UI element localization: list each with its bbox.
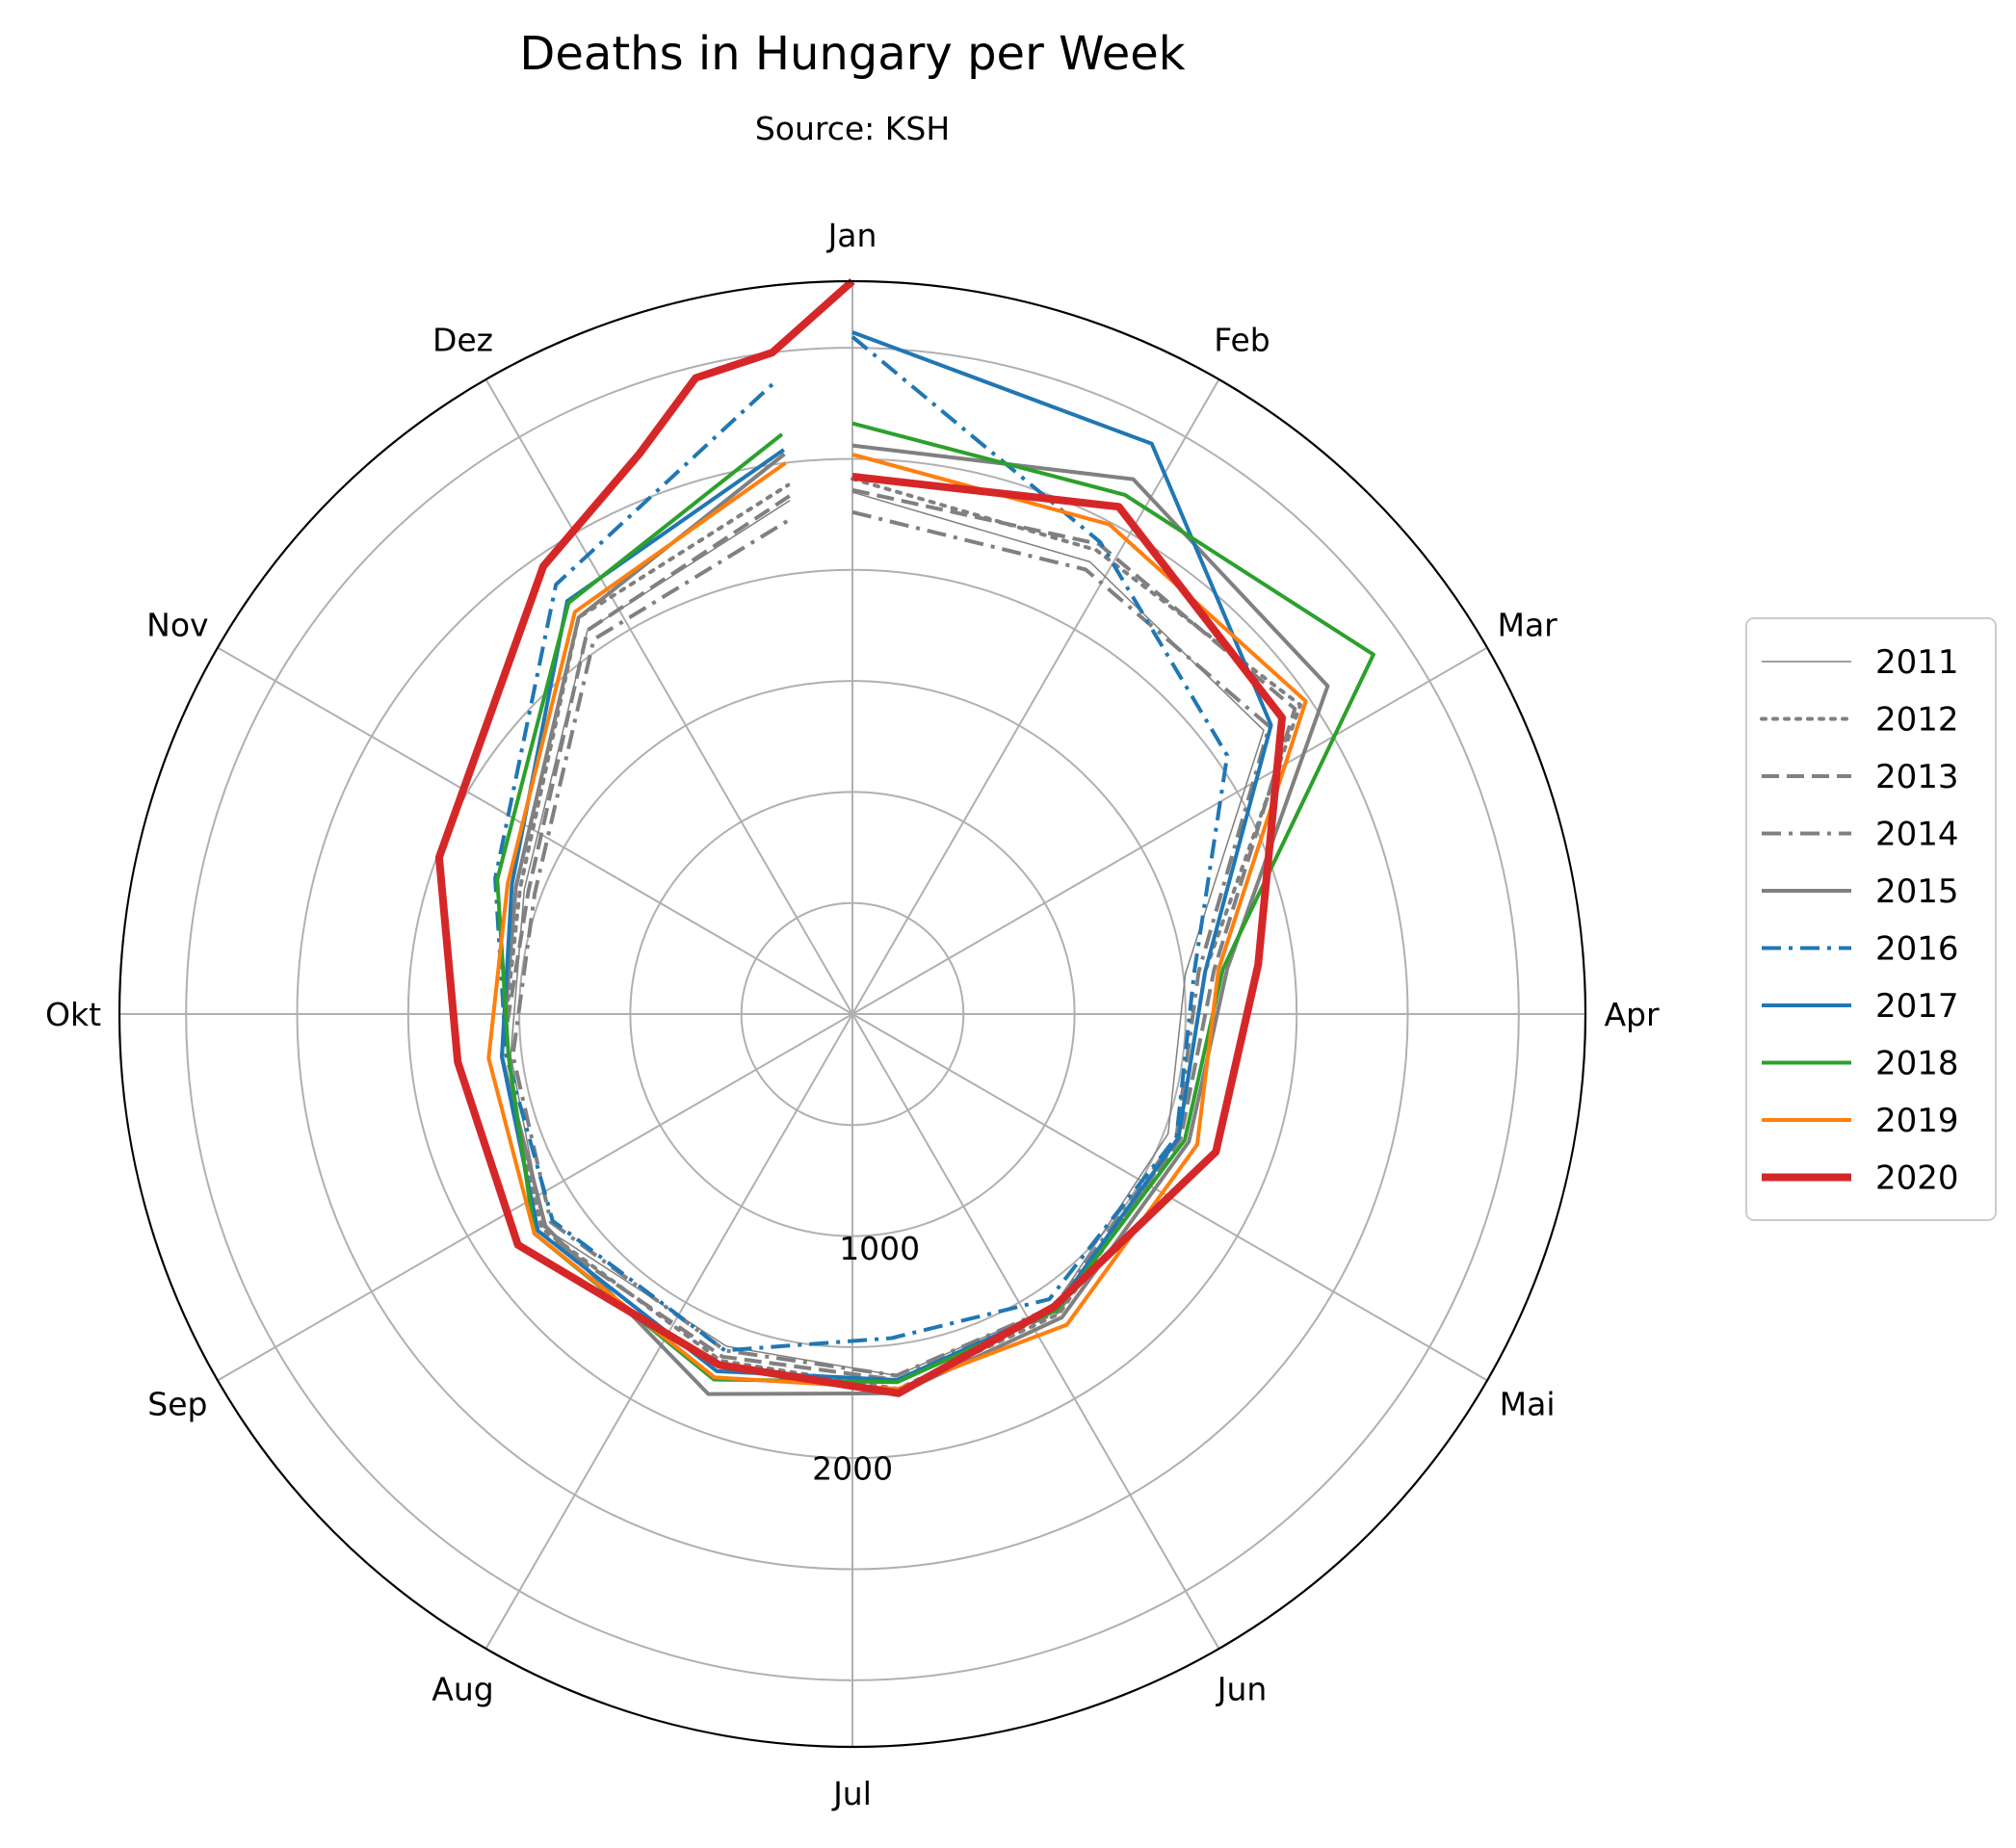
angular-tick-label: Jun [1216, 1671, 1268, 1708]
legend-label: 2013 [1875, 758, 1959, 796]
polar-frame [118, 279, 1587, 1749]
legend-label: 2015 [1875, 872, 1959, 911]
polar-grid [119, 281, 1585, 1747]
legend-item: 2014 [1762, 816, 1959, 854]
series-line-2014 [511, 509, 1271, 1378]
legend: 2011 2012 2013 2014 2015 2016 2017 2018 2019 2020 [1745, 617, 1997, 1221]
series-line-2017 [500, 330, 1273, 1382]
legend-label: 2020 [1875, 1159, 1959, 1198]
legend-label: 2011 [1875, 643, 1959, 682]
legend-label: 2017 [1875, 987, 1959, 1026]
legend-label: 2016 [1875, 930, 1959, 969]
angular-tick-label: Feb [1214, 321, 1270, 358]
chart-subtitle: Source: KSH [755, 110, 950, 147]
angular-tick-label: Nov [146, 607, 208, 644]
legend-item: 2019 [1762, 1102, 1959, 1140]
radial-tick-label: 1000 [839, 1230, 920, 1267]
legend-label: 2019 [1875, 1102, 1959, 1140]
series-line-2020 [434, 278, 1286, 1397]
legend-label: 2018 [1875, 1045, 1959, 1083]
angular-gridline [851, 378, 1220, 1015]
radial-tick-label: 2000 [812, 1450, 893, 1488]
angular-gridline [217, 646, 853, 1015]
angular-gridline [217, 1013, 853, 1382]
angular-gridline [851, 646, 1488, 1015]
angular-tick-label: Aug [432, 1671, 493, 1708]
angular-tick-label: Apr [1604, 996, 1660, 1033]
angular-tick-label: Mai [1500, 1386, 1556, 1423]
angular-tick-label: Jul [831, 1775, 872, 1812]
angular-tick-label: Dez [432, 321, 493, 358]
angular-tick-label: Jan [826, 217, 877, 254]
angular-tick-label: Mar [1497, 607, 1558, 644]
chart-title: Deaths in Hungary per Week [519, 27, 1185, 81]
angular-tick-label: Okt [45, 996, 101, 1033]
legend-item: 2011 [1762, 643, 1959, 682]
series-line-2019 [486, 452, 1308, 1392]
legend-label: 2014 [1875, 816, 1959, 854]
legend-item: 2016 [1762, 930, 1959, 969]
series-line-2018 [495, 421, 1375, 1385]
legend-frame [1745, 617, 1997, 1221]
legend-item: 2018 [1762, 1045, 1959, 1083]
angular-tick-label: Sep [147, 1386, 207, 1423]
legend-item: 2015 [1762, 872, 1959, 911]
legend-item: 2017 [1762, 987, 1959, 1026]
series-lines [434, 278, 1375, 1397]
tick-labels: Jan Feb Mar Apr Mai Jun Jul Aug Sep Okt Nov Dez 1000… [45, 217, 1660, 1812]
legend-item: 2020 [1762, 1159, 1959, 1198]
legend-item: 2012 [1760, 701, 1959, 740]
legend-label: 2012 [1875, 701, 1959, 740]
series-line-2016 [493, 335, 1230, 1353]
legend-item: 2013 [1762, 758, 1959, 796]
angular-gridline [484, 378, 853, 1015]
